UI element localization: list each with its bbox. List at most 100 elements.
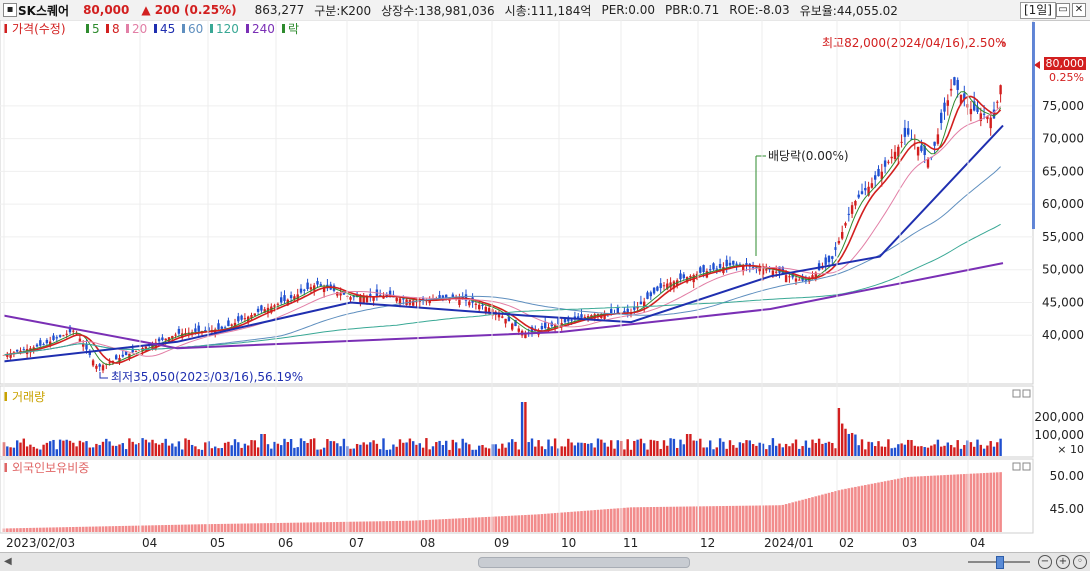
candle-body [771, 270, 775, 276]
minimize-icon[interactable]: ▭ [1056, 3, 1070, 17]
volume-bar [105, 438, 108, 456]
volume-bar [775, 445, 778, 456]
foreign-ratio-bar [567, 512, 570, 532]
foreign-ratio-bar [897, 478, 900, 532]
candle-body [897, 146, 900, 157]
foreign-ratio-bar [147, 525, 151, 532]
legend-price-label: 가격(수정) [12, 22, 66, 36]
volume-bar [553, 438, 557, 456]
zoom-out-icon[interactable]: − [1038, 555, 1052, 569]
candle-body [58, 335, 62, 337]
volume-bar [662, 440, 666, 456]
stock-name[interactable]: SK스퀘어 [18, 3, 70, 18]
volume-bar [544, 449, 547, 456]
foreign-ratio-bar [939, 475, 943, 532]
foreign-ratio-bar [95, 526, 98, 532]
volume-bar [408, 438, 412, 456]
volume-bar [586, 443, 590, 456]
foreign-ratio-bar [956, 474, 959, 532]
foreign-ratio-bar [210, 524, 214, 532]
period-selector[interactable]: [1일] [1019, 2, 1056, 19]
foreign-ratio-bar [12, 528, 16, 532]
candle-body [62, 335, 65, 337]
candle-body [514, 319, 517, 327]
foreign-ratio-bar [405, 520, 408, 532]
candle-body [986, 116, 989, 120]
foreign-ratio-bar [454, 518, 458, 532]
foreign-ratio-bar [576, 511, 580, 532]
foreign-ratio-bar [629, 507, 633, 532]
candle-body [633, 306, 636, 310]
foreign-tick-45: 45.00 [1050, 502, 1084, 516]
candle-body [662, 285, 666, 287]
foreign-ratio-bar [745, 505, 748, 532]
foreign-ratio-bar [550, 513, 554, 532]
scroll-left-icon[interactable]: ◀ [4, 556, 12, 567]
volume-bar [471, 449, 474, 456]
foreign-ratio-bar [801, 499, 804, 532]
volume-bar [237, 442, 240, 456]
volume-bar [484, 447, 487, 456]
foreign-ratio-bar [689, 506, 692, 532]
candle-body [402, 298, 405, 300]
volume-bar [474, 449, 478, 456]
volume-bar [171, 443, 174, 456]
ma-legend-label: 120 [216, 22, 239, 36]
candle-body [313, 285, 316, 291]
candle-body [230, 324, 233, 326]
foreign-ratio-bar [171, 524, 174, 532]
candle-body [289, 295, 293, 299]
volume-bar [817, 438, 821, 456]
volume-bar [547, 439, 550, 456]
volume-bar [441, 445, 445, 456]
foreign-ratio-bar [672, 506, 676, 532]
candle-body [441, 295, 445, 299]
volume-bar [923, 447, 926, 456]
foreign-ratio-bar [751, 505, 755, 532]
foreign-ratio-bar [735, 505, 738, 532]
volume-bar [438, 440, 441, 456]
candle-body [709, 269, 712, 271]
zoom-in-icon[interactable]: + [1056, 555, 1070, 569]
stock-chart[interactable]: 가격(수정) 5 8 20 45 60 120 240 락 최고82,000(2024/04/… [0, 20, 1090, 552]
close-icon[interactable]: ✕ [1072, 3, 1086, 17]
volume-bar [910, 440, 913, 456]
volume-bar [415, 444, 418, 456]
chart-scrollbar[interactable]: ◀ − + ◦ [0, 552, 1090, 571]
volume-bar [197, 449, 200, 456]
candle-body [98, 364, 101, 367]
volume-bar [920, 446, 923, 456]
price-change: ▲ 200 (0.25%) [141, 3, 237, 17]
candle-body [128, 353, 131, 359]
candle-body [223, 327, 227, 329]
candle-body [916, 146, 920, 156]
foreign-ratio-bar [768, 505, 771, 532]
candle-body [52, 335, 55, 341]
volume-bar [606, 446, 610, 456]
vol-unit: × 10 [1057, 443, 1084, 456]
panel-toggle-icon[interactable]: ▪ [3, 3, 17, 17]
dividend-annotation: 배당락(0.00%) [768, 149, 849, 163]
foreign-ratio-bar [732, 505, 735, 532]
volume-bar [524, 402, 527, 456]
volume-bar [58, 439, 62, 456]
volume-bar [976, 439, 979, 456]
scroll-thumb[interactable] [478, 557, 690, 568]
foreign-ratio-bar [289, 522, 293, 532]
zoom-reset-icon[interactable]: ◦ [1073, 555, 1087, 569]
candle-body [362, 296, 365, 304]
foreign-ratio-bar [606, 509, 610, 532]
candle-body [725, 259, 728, 267]
volume-bar [982, 448, 986, 456]
foreign-ratio-bar [705, 506, 709, 532]
candle-body [758, 268, 761, 272]
zoom-slider-knob[interactable] [996, 556, 1004, 569]
foreign-ratio-bar [761, 505, 765, 532]
foreign-ratio-bar [636, 507, 639, 532]
volume-bar [738, 442, 742, 456]
foreign-ratio-bar [131, 525, 134, 532]
foreign-ratio-bar [992, 472, 996, 532]
foreign-ratio-bar [339, 521, 342, 532]
volume-bar [286, 442, 289, 456]
candle-body [643, 301, 646, 307]
